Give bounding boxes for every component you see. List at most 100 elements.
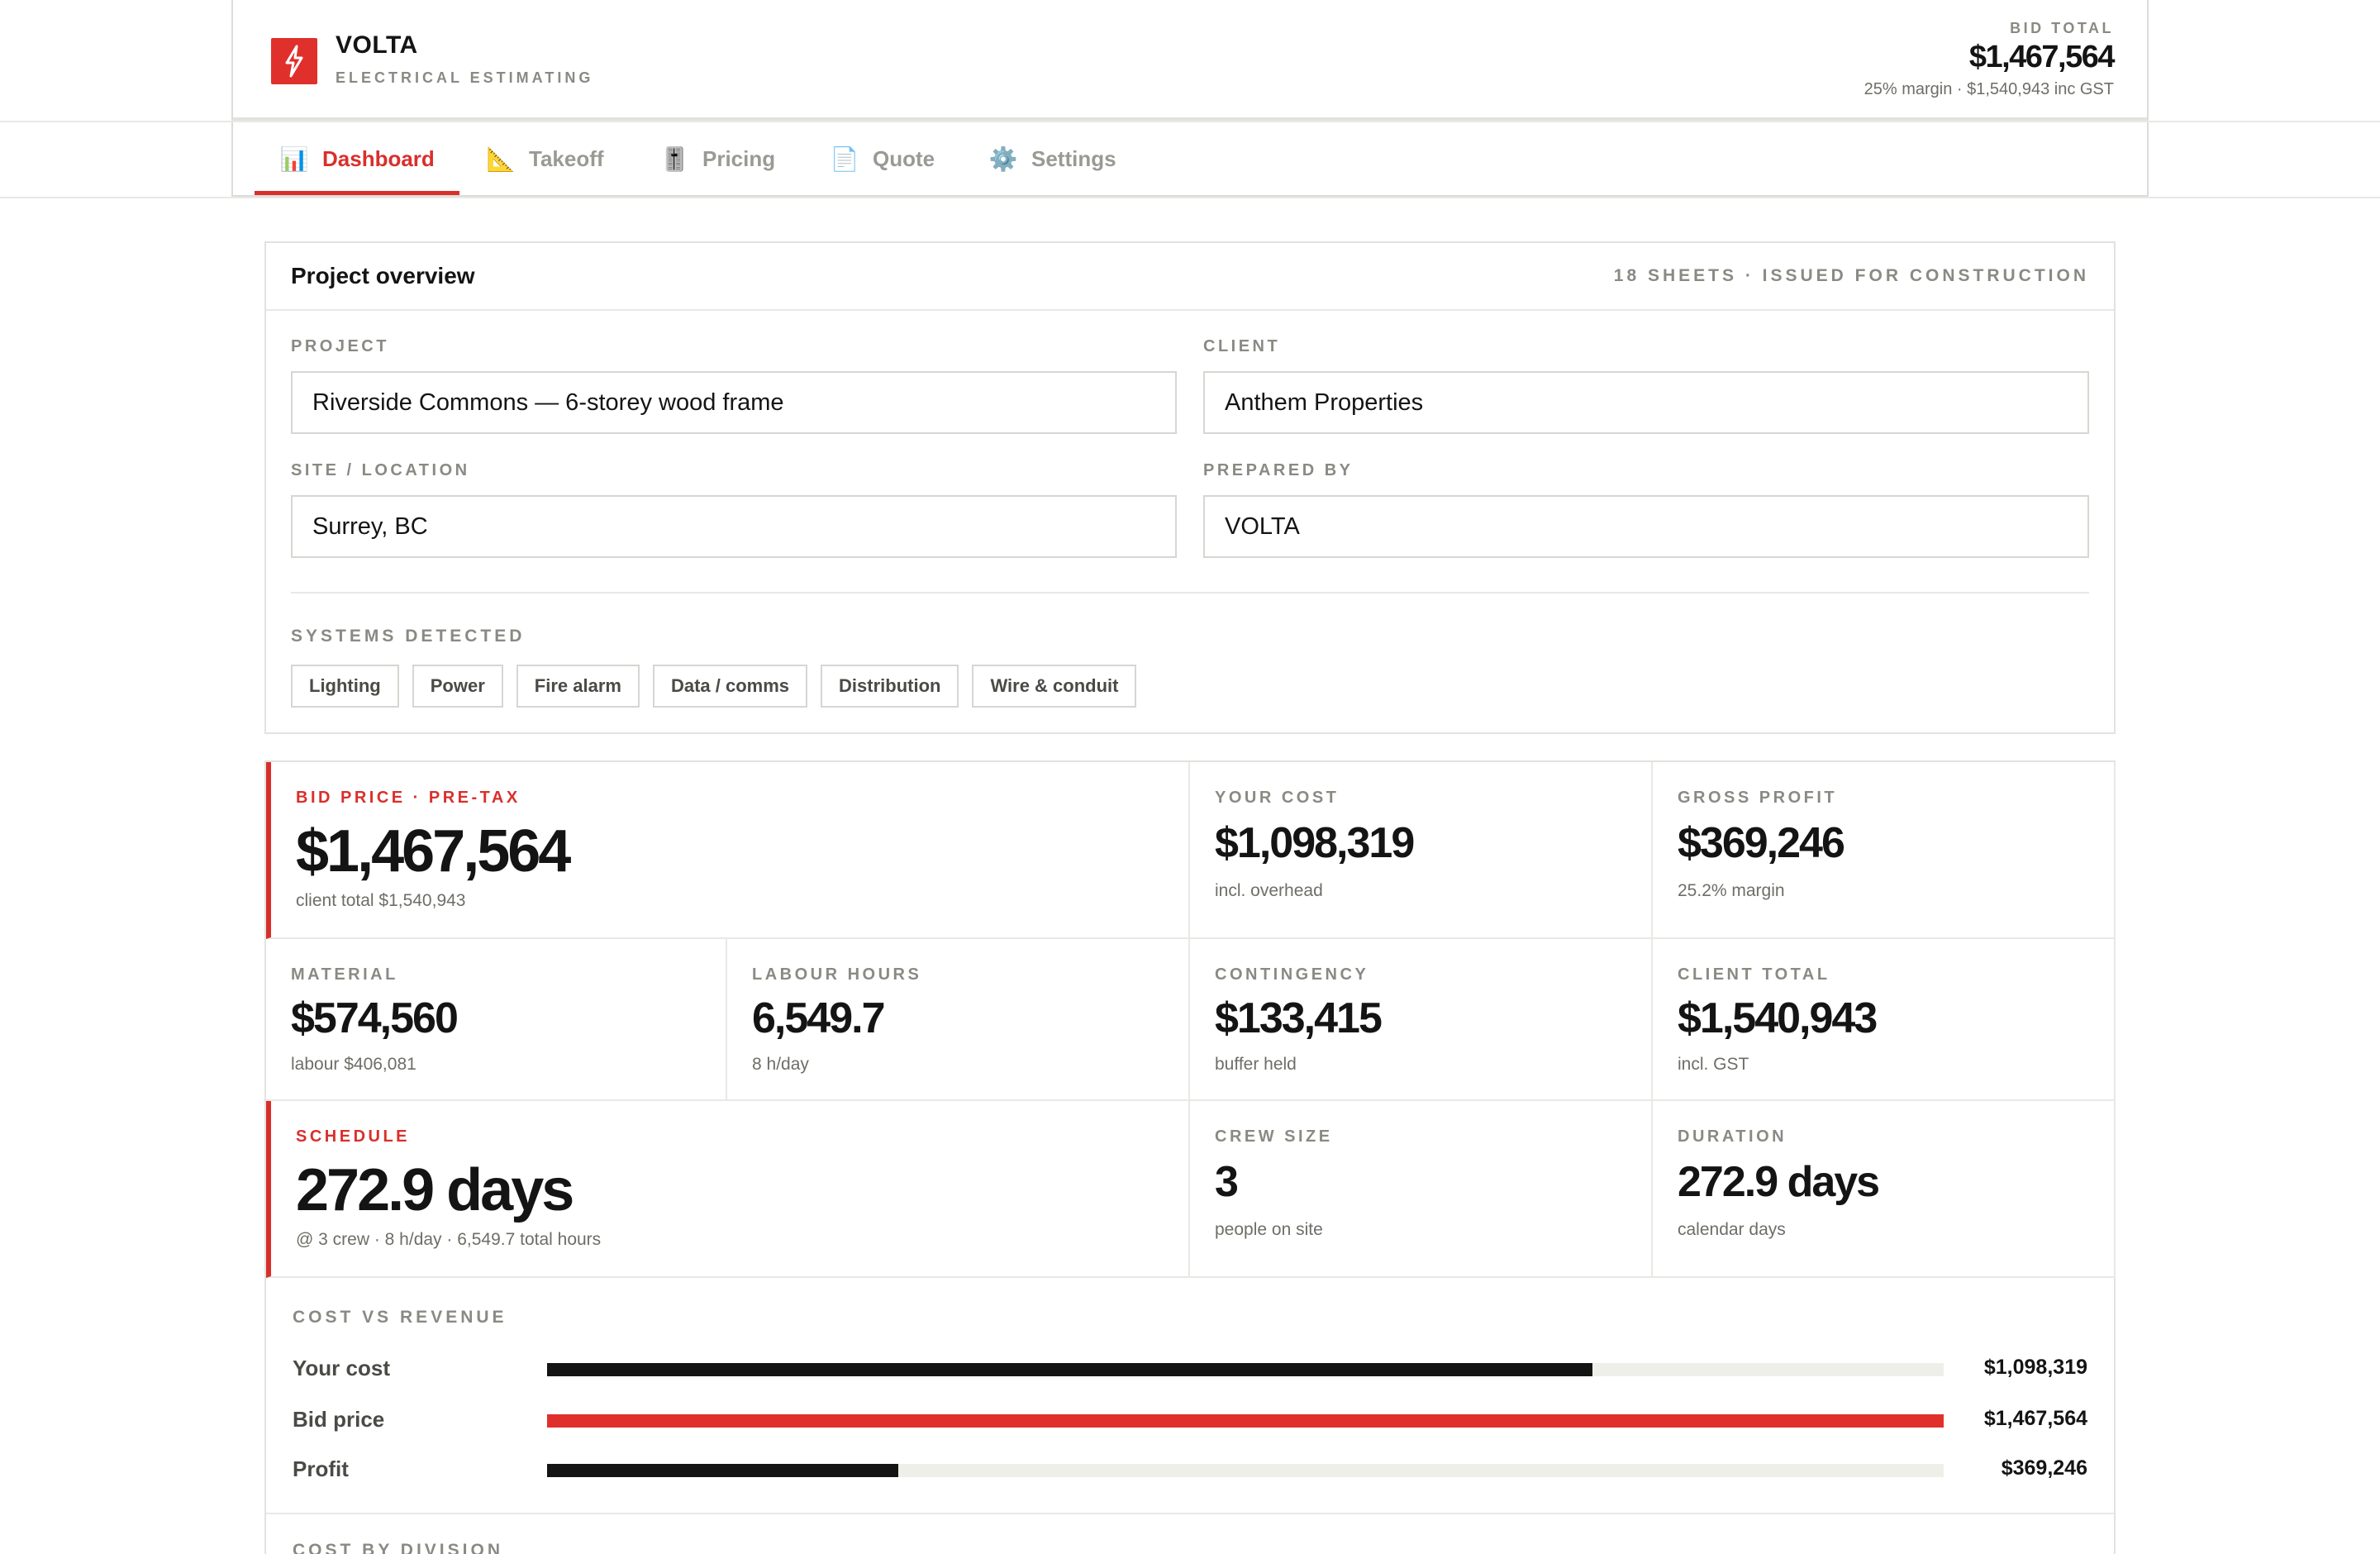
tab-label: Dashboard	[322, 145, 435, 171]
sheets-status: 18 SHEETS · ISSUED FOR CONSTRUCTION	[1613, 266, 2089, 285]
tab-takeoff[interactable]: 📐 Takeoff	[486, 122, 604, 195]
divider	[266, 1513, 2114, 1514]
system-chip[interactable]: Data / comms	[652, 665, 808, 708]
bid-price-sub: client total $1,540,943	[296, 891, 466, 910]
crew-size-card: CREW SIZE 3 people on site	[1190, 1101, 1653, 1278]
labour-hours-card: LABOUR HOURS 6,549.7 8 h/day	[727, 939, 1190, 1101]
bid-price-label: BID PRICE · PRE-TAX	[296, 789, 521, 807]
labour-hours-sub: 8 h/day	[752, 1055, 809, 1074]
duration-label: DURATION	[1678, 1127, 1787, 1146]
client-total-value: $1,540,943	[1678, 994, 1878, 1042]
bar-name: Profit	[293, 1456, 349, 1481]
your-cost-value: $1,098,319	[1215, 819, 1415, 867]
bar-value: $1,098,319	[1983, 1356, 2087, 1379]
client-field: CLIENT	[1203, 337, 2089, 434]
divider	[291, 592, 2089, 593]
bid-total-label: BID TOTAL	[2010, 20, 2114, 36]
gear-icon: ⚙️	[988, 145, 1018, 172]
tab-bar: 📊 Dashboard 📐 Takeoff 🎚️ Pricing 📄 Quote…	[0, 122, 2380, 198]
app-header: VOLTA ELECTRICAL ESTIMATING BID TOTAL $1…	[0, 0, 2380, 122]
bid-total-amount: $1,467,564	[1968, 40, 2116, 74]
system-chip[interactable]: Lighting	[291, 665, 399, 708]
tab-label: Pricing	[702, 145, 776, 171]
tab-label: Takeoff	[529, 145, 604, 171]
your-cost-sub: incl. overhead	[1215, 881, 1323, 900]
client-total-sub: incl. GST	[1678, 1055, 1749, 1074]
bid-total-summary: BID TOTAL $1,467,564 25% margin · $1,540…	[1864, 20, 2116, 99]
client-label: CLIENT	[1203, 337, 1281, 355]
cost-by-division-label: COST BY DIVISION	[293, 1541, 503, 1554]
duration-value: 272.9 days	[1678, 1158, 1880, 1206]
card-title: Project overview	[291, 263, 475, 288]
tab-label: Quote	[873, 145, 935, 171]
gross-profit-value: $369,246	[1678, 819, 1845, 867]
cost-vs-revenue-label: COST VS REVENUE	[293, 1308, 507, 1327]
brand-subtitle: ELECTRICAL ESTIMATING	[336, 69, 594, 86]
prepared-by-input[interactable]	[1203, 495, 2089, 558]
prepared-by-field: PREPARED BY	[1203, 461, 2089, 558]
labour-hours-value: 6,549.7	[752, 994, 885, 1042]
client-total-label: CLIENT TOTAL	[1678, 965, 1830, 984]
bar-track	[547, 1363, 1944, 1376]
bar-chart-icon: 📊	[279, 145, 309, 172]
crew-size-value: 3	[1215, 1158, 1239, 1206]
system-chip[interactable]: Fire alarm	[516, 665, 640, 708]
schedule-label: SCHEDULE	[296, 1127, 411, 1146]
bid-total-note: 25% margin · $1,540,943 inc GST	[1864, 79, 2114, 98]
gross-profit-card: GROSS PROFIT $369,246 25.2% margin	[1653, 762, 2116, 939]
bar-value: $1,467,564	[1983, 1407, 2087, 1430]
site-input[interactable]	[291, 495, 1177, 558]
system-chip[interactable]: Wire & conduit	[972, 665, 1137, 708]
bar-fill	[547, 1464, 899, 1477]
project-label: PROJECT	[291, 337, 389, 355]
card-header: Project overview 18 SHEETS · ISSUED FOR …	[266, 243, 2114, 311]
bar-name: Bid price	[293, 1407, 385, 1432]
crew-size-sub: people on site	[1215, 1220, 1323, 1239]
lightning-bolt-icon	[271, 38, 317, 84]
project-field: PROJECT	[291, 337, 1177, 434]
tab-label: Settings	[1031, 145, 1116, 171]
tab-bar-container: 📊 Dashboard 📐 Takeoff 🎚️ Pricing 📄 Quote…	[231, 122, 2149, 197]
tab-settings[interactable]: ⚙️ Settings	[988, 122, 1116, 195]
system-chip[interactable]: Distribution	[821, 665, 959, 708]
gross-profit-label: GROSS PROFIT	[1678, 789, 1838, 807]
systems-detected-label: SYSTEMS DETECTED	[291, 627, 526, 646]
material-card: MATERIAL $574,560 labour $406,081	[266, 939, 727, 1101]
material-value: $574,560	[291, 994, 459, 1042]
systems-chip-list: Lighting Power Fire alarm Data / comms D…	[291, 665, 1137, 708]
duration-sub: calendar days	[1678, 1220, 1786, 1239]
sliders-icon: 🎚️	[659, 145, 689, 172]
project-overview-card: Project overview 18 SHEETS · ISSUED FOR …	[264, 241, 2116, 734]
bar-track	[547, 1414, 1944, 1428]
your-cost-label: YOUR COST	[1215, 789, 1340, 807]
site-label: SITE / LOCATION	[291, 461, 470, 479]
bar-name: Your cost	[293, 1356, 390, 1380]
client-input[interactable]	[1203, 371, 2089, 434]
gross-profit-sub: 25.2% margin	[1678, 881, 1785, 900]
bar-track	[547, 1464, 1944, 1477]
schedule-sub: @ 3 crew · 8 h/day · 6,549.7 total hours	[296, 1230, 602, 1249]
project-input[interactable]	[291, 371, 1177, 434]
duration-card: DURATION 272.9 days calendar days	[1653, 1101, 2116, 1278]
contingency-label: CONTINGENCY	[1215, 965, 1369, 984]
document-icon: 📄	[830, 145, 859, 172]
tab-quote[interactable]: 📄 Quote	[830, 122, 935, 195]
system-chip[interactable]: Power	[412, 665, 503, 708]
material-label: MATERIAL	[291, 965, 398, 984]
schedule-card: SCHEDULE 272.9 days @ 3 crew · 8 h/day ·…	[266, 1101, 1190, 1278]
bar-row-bid-price: Bid price $1,467,564	[293, 1402, 2087, 1435]
bid-price-value: $1,467,564	[296, 818, 571, 884]
header-container: VOLTA ELECTRICAL ESTIMATING BID TOTAL $1…	[231, 0, 2149, 121]
tab-pricing[interactable]: 🎚️ Pricing	[659, 122, 776, 195]
bar-value: $369,246	[2001, 1456, 2087, 1480]
bar-fill	[547, 1414, 1944, 1428]
site-field: SITE / LOCATION	[291, 461, 1177, 558]
prepared-by-label: PREPARED BY	[1203, 461, 1354, 479]
contingency-card: CONTINGENCY $133,415 buffer held	[1190, 939, 1653, 1101]
schedule-value: 272.9 days	[296, 1157, 574, 1223]
labour-hours-label: LABOUR HOURS	[752, 965, 922, 984]
tab-dashboard[interactable]: 📊 Dashboard	[255, 122, 459, 195]
client-total-card: CLIENT TOTAL $1,540,943 incl. GST	[1653, 939, 2116, 1101]
brand-name: VOLTA	[336, 31, 418, 59]
bar-fill	[547, 1363, 1592, 1376]
